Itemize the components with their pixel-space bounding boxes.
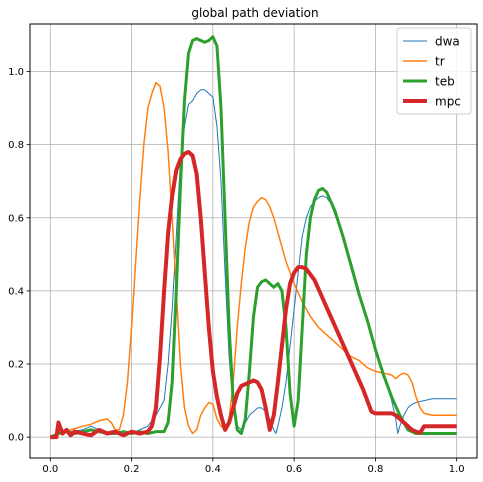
x-tick-label: 0.8 <box>367 464 383 475</box>
x-tick-label: 1.0 <box>449 464 465 475</box>
series-line-tr <box>50 81 457 438</box>
y-tick-label: 0.0 <box>8 433 24 444</box>
grid <box>30 24 477 458</box>
y-tick-label: 0.4 <box>8 286 24 297</box>
y-tick-label: 1.0 <box>8 67 24 78</box>
chart-title: global path deviation <box>191 6 318 20</box>
x-tick-label: 0.6 <box>286 464 302 475</box>
x-tick-label: 0.2 <box>124 464 140 475</box>
legend-label-mpc: mpc <box>435 95 461 109</box>
plot-frame <box>29 23 478 459</box>
y-tick-label: 0.8 <box>8 140 24 151</box>
legend-label-dwa: dwa <box>435 35 460 49</box>
y-tick-label: 0.6 <box>8 213 24 224</box>
x-tick-label: 0.4 <box>205 464 221 475</box>
series-line-mpc <box>50 149 457 440</box>
legend-box <box>396 27 472 115</box>
legend-label-teb: teb <box>435 75 455 89</box>
x-tick-label: 0.0 <box>42 464 58 475</box>
y-tick-label: 0.2 <box>8 360 24 371</box>
legend-label-tr: tr <box>435 55 445 69</box>
legend: dwa tr teb mpc <box>396 27 472 115</box>
series-layer <box>49 35 457 440</box>
axis-ticks: 0.0 0.2 0.4 0.6 0.8 1.0 0.0 0.2 0.4 0.6 0.8 1.0 <box>8 67 465 475</box>
